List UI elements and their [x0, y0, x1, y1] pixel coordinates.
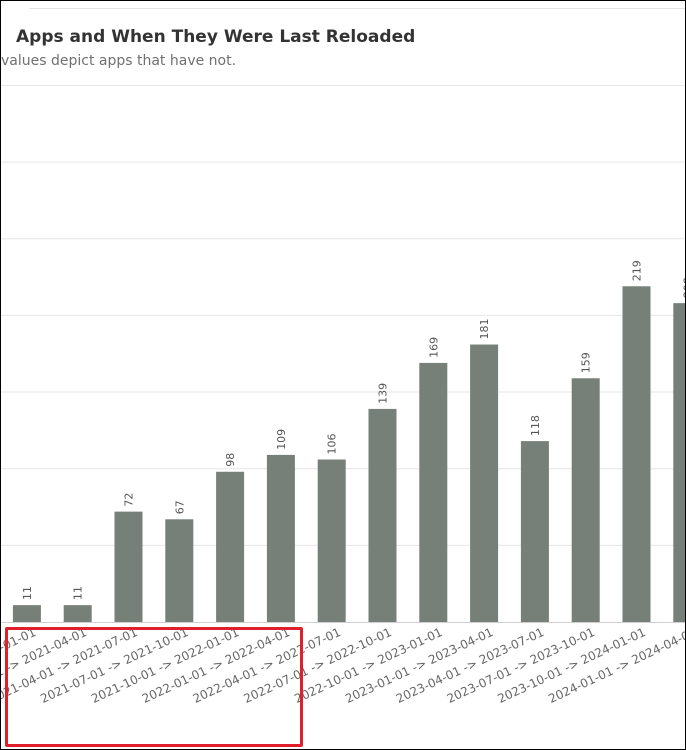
- data-label-3: 67: [173, 500, 186, 514]
- data-label-4: 98: [224, 453, 237, 467]
- data-label-2: 72: [123, 493, 136, 507]
- bar-1: [63, 605, 92, 622]
- data-label-10: 118: [529, 415, 542, 436]
- bar-6: [317, 459, 346, 622]
- top-divider: [29, 8, 685, 9]
- bar-11: [571, 378, 600, 622]
- data-label-5: 109: [275, 429, 288, 450]
- data-label-9: 181: [478, 319, 491, 340]
- bar-2: [114, 511, 143, 622]
- bar-8: [419, 362, 448, 622]
- bar-12: [622, 286, 651, 622]
- bar-0: [12, 605, 41, 622]
- data-label-7: 139: [377, 383, 390, 404]
- chart-subtitle: values depict apps that have not.: [1, 53, 237, 69]
- bar-13: [673, 303, 685, 622]
- highlight-box: [5, 627, 303, 747]
- data-label-11: 159: [580, 352, 593, 373]
- chart-title: Apps and When They Were Last Reloaded: [16, 27, 416, 47]
- bar-7: [368, 408, 397, 622]
- data-label-6: 106: [326, 434, 339, 455]
- data-label-13: 208: [681, 277, 686, 298]
- data-label-12: 219: [631, 260, 644, 281]
- bar-9: [470, 344, 499, 622]
- bar-10: [520, 441, 549, 622]
- data-label-8: 169: [427, 337, 440, 358]
- bar-3: [165, 519, 194, 622]
- bar-4: [216, 471, 245, 622]
- data-label-1: 11: [72, 586, 85, 600]
- bar-5: [266, 454, 295, 622]
- data-label-0: 11: [21, 586, 34, 600]
